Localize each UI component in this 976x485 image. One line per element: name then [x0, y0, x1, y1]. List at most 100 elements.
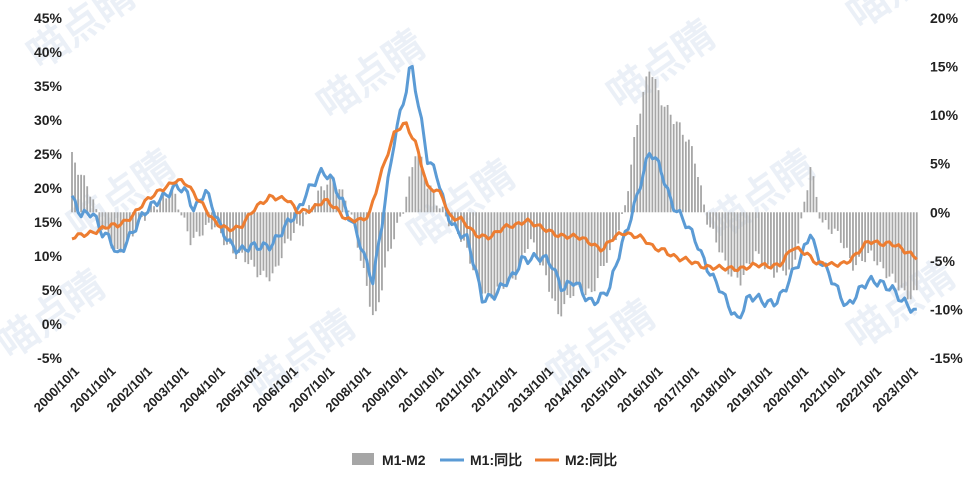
m1-m2-bar	[666, 104, 669, 213]
m1-m2-bar	[171, 185, 174, 213]
m1-m2-bar	[302, 212, 304, 227]
m1-m2-bar	[499, 212, 502, 283]
m1-m2-bar	[660, 105, 663, 213]
m1-m2-bar	[177, 209, 180, 213]
m1-m2-bar	[651, 77, 654, 213]
m1-m2-bar	[508, 212, 511, 279]
legend-item: M1:同比	[440, 452, 522, 468]
m1-m2-bar	[797, 212, 800, 244]
m1-m2-bar	[444, 212, 447, 217]
m1-m2-bar	[235, 212, 237, 260]
m1-m2-bar	[520, 212, 523, 256]
series-line-m2	[71, 121, 918, 273]
watermark-text-1: 喵点睛	[310, 23, 434, 128]
m1-m2-bar	[484, 212, 487, 294]
m1-m2-bar	[885, 212, 888, 279]
m1-m2-bar	[347, 210, 350, 213]
m1-m2-bar	[475, 212, 478, 271]
m1-m2-bar	[669, 114, 672, 213]
m1-m2-bar	[490, 212, 493, 299]
m1-m2-bar	[770, 212, 772, 270]
m1-m2-bar	[721, 212, 724, 253]
m1-m2-bar	[791, 212, 794, 269]
m1-m2-bar	[335, 189, 338, 213]
m1-m2-bar	[675, 121, 678, 213]
m1-m2-bar	[487, 212, 490, 293]
m1-m2-bar	[590, 212, 593, 293]
m1-m2-bar	[858, 212, 860, 257]
m1-m2-bar	[754, 212, 757, 252]
m1-m2-bar	[432, 192, 435, 213]
m1-m2-bar	[223, 212, 225, 246]
right-tick-label: 10%	[930, 107, 959, 123]
m1-m2-bar	[329, 174, 332, 213]
x-axis-ticks: 2000/10/12001/10/12002/10/12003/10/12004…	[31, 364, 921, 416]
left-tick-label: 5%	[42, 282, 63, 298]
m1-m2-bar	[156, 209, 158, 213]
m1-m2-bar	[192, 212, 195, 238]
right-tick-label: -15%	[930, 350, 963, 366]
m1-m2-bar	[144, 212, 146, 221]
m1-m2-bar	[405, 196, 408, 213]
m1-m2-bar	[529, 212, 532, 240]
m1-m2-bar	[411, 167, 414, 213]
m1-m2-bar	[694, 163, 696, 213]
m1-m2-bar	[150, 204, 152, 213]
m1-m2-bar	[727, 212, 730, 275]
left-axis-ticks: -5% 0% 5% 10% 15% 20% 25% 30% 35% 40% 45%	[34, 10, 63, 366]
m1-m2-bar	[408, 176, 411, 213]
m1-m2-bar	[827, 212, 830, 230]
m1-m2-bar	[624, 205, 626, 213]
m1-m2-bar	[703, 204, 705, 213]
m1-m2-bar	[836, 212, 839, 231]
m1-m2-bar	[119, 212, 122, 253]
m1-m2-bar	[305, 212, 307, 215]
m1-m2-bar	[180, 212, 183, 216]
m1-m2-bar	[751, 212, 754, 263]
m1-m2-bar	[332, 176, 335, 213]
m1-m2-bar	[697, 177, 699, 213]
m1-m2-bar	[578, 212, 581, 287]
m1-m2-bar	[618, 212, 620, 231]
m1-m2-bar	[621, 212, 623, 214]
m1-m2-bar	[435, 205, 438, 213]
m1-m2-bar	[359, 212, 362, 261]
m1-m2-bar	[523, 212, 526, 253]
m1-m2-bar	[912, 212, 915, 291]
legend: M1-M2 M1:同比 M2:同比	[352, 452, 617, 468]
m1-m2-bar	[83, 175, 86, 213]
m1-m2-bar	[466, 212, 468, 248]
right-tick-label: 15%	[930, 59, 959, 75]
m1-m2-bar	[867, 212, 870, 254]
m1-m2-bar	[806, 190, 809, 213]
m1-m2-bar	[855, 212, 857, 266]
m1-m2-bar	[481, 212, 484, 294]
m1-m2-bar	[852, 212, 854, 271]
m1-m2-bar	[712, 212, 715, 229]
m1-m2-bar	[757, 212, 760, 254]
m1-m2-bar	[95, 209, 98, 213]
m1-m2-bar	[526, 212, 529, 249]
m1-m2-bar	[800, 212, 803, 219]
m1-m2-bar	[384, 212, 386, 268]
m1-m2-bar	[906, 212, 909, 300]
m1-m2-bar	[292, 212, 295, 233]
m1-m2-bar	[128, 212, 131, 234]
m1-m2-bar	[891, 212, 894, 274]
right-tick-label: -10%	[930, 301, 963, 317]
left-tick-label: 35%	[34, 78, 63, 94]
m1-m2-bar	[639, 113, 642, 213]
m1-m2-bar	[268, 212, 271, 282]
m1-m2-bar	[876, 212, 879, 266]
m1-m2-bar	[457, 212, 459, 234]
m1-m2-bar	[748, 212, 751, 265]
left-tick-label: 15%	[34, 214, 63, 230]
m1-m2-bar	[277, 212, 280, 266]
m1-m2-bar	[511, 212, 514, 279]
left-tick-label: 20%	[34, 180, 63, 196]
m1-m2-bar	[812, 176, 815, 213]
m1-m2-bar	[514, 212, 517, 280]
m1-m2-bar	[548, 212, 550, 292]
m1-m2-bar	[782, 212, 784, 271]
legend-item: M2:同比	[535, 452, 617, 468]
